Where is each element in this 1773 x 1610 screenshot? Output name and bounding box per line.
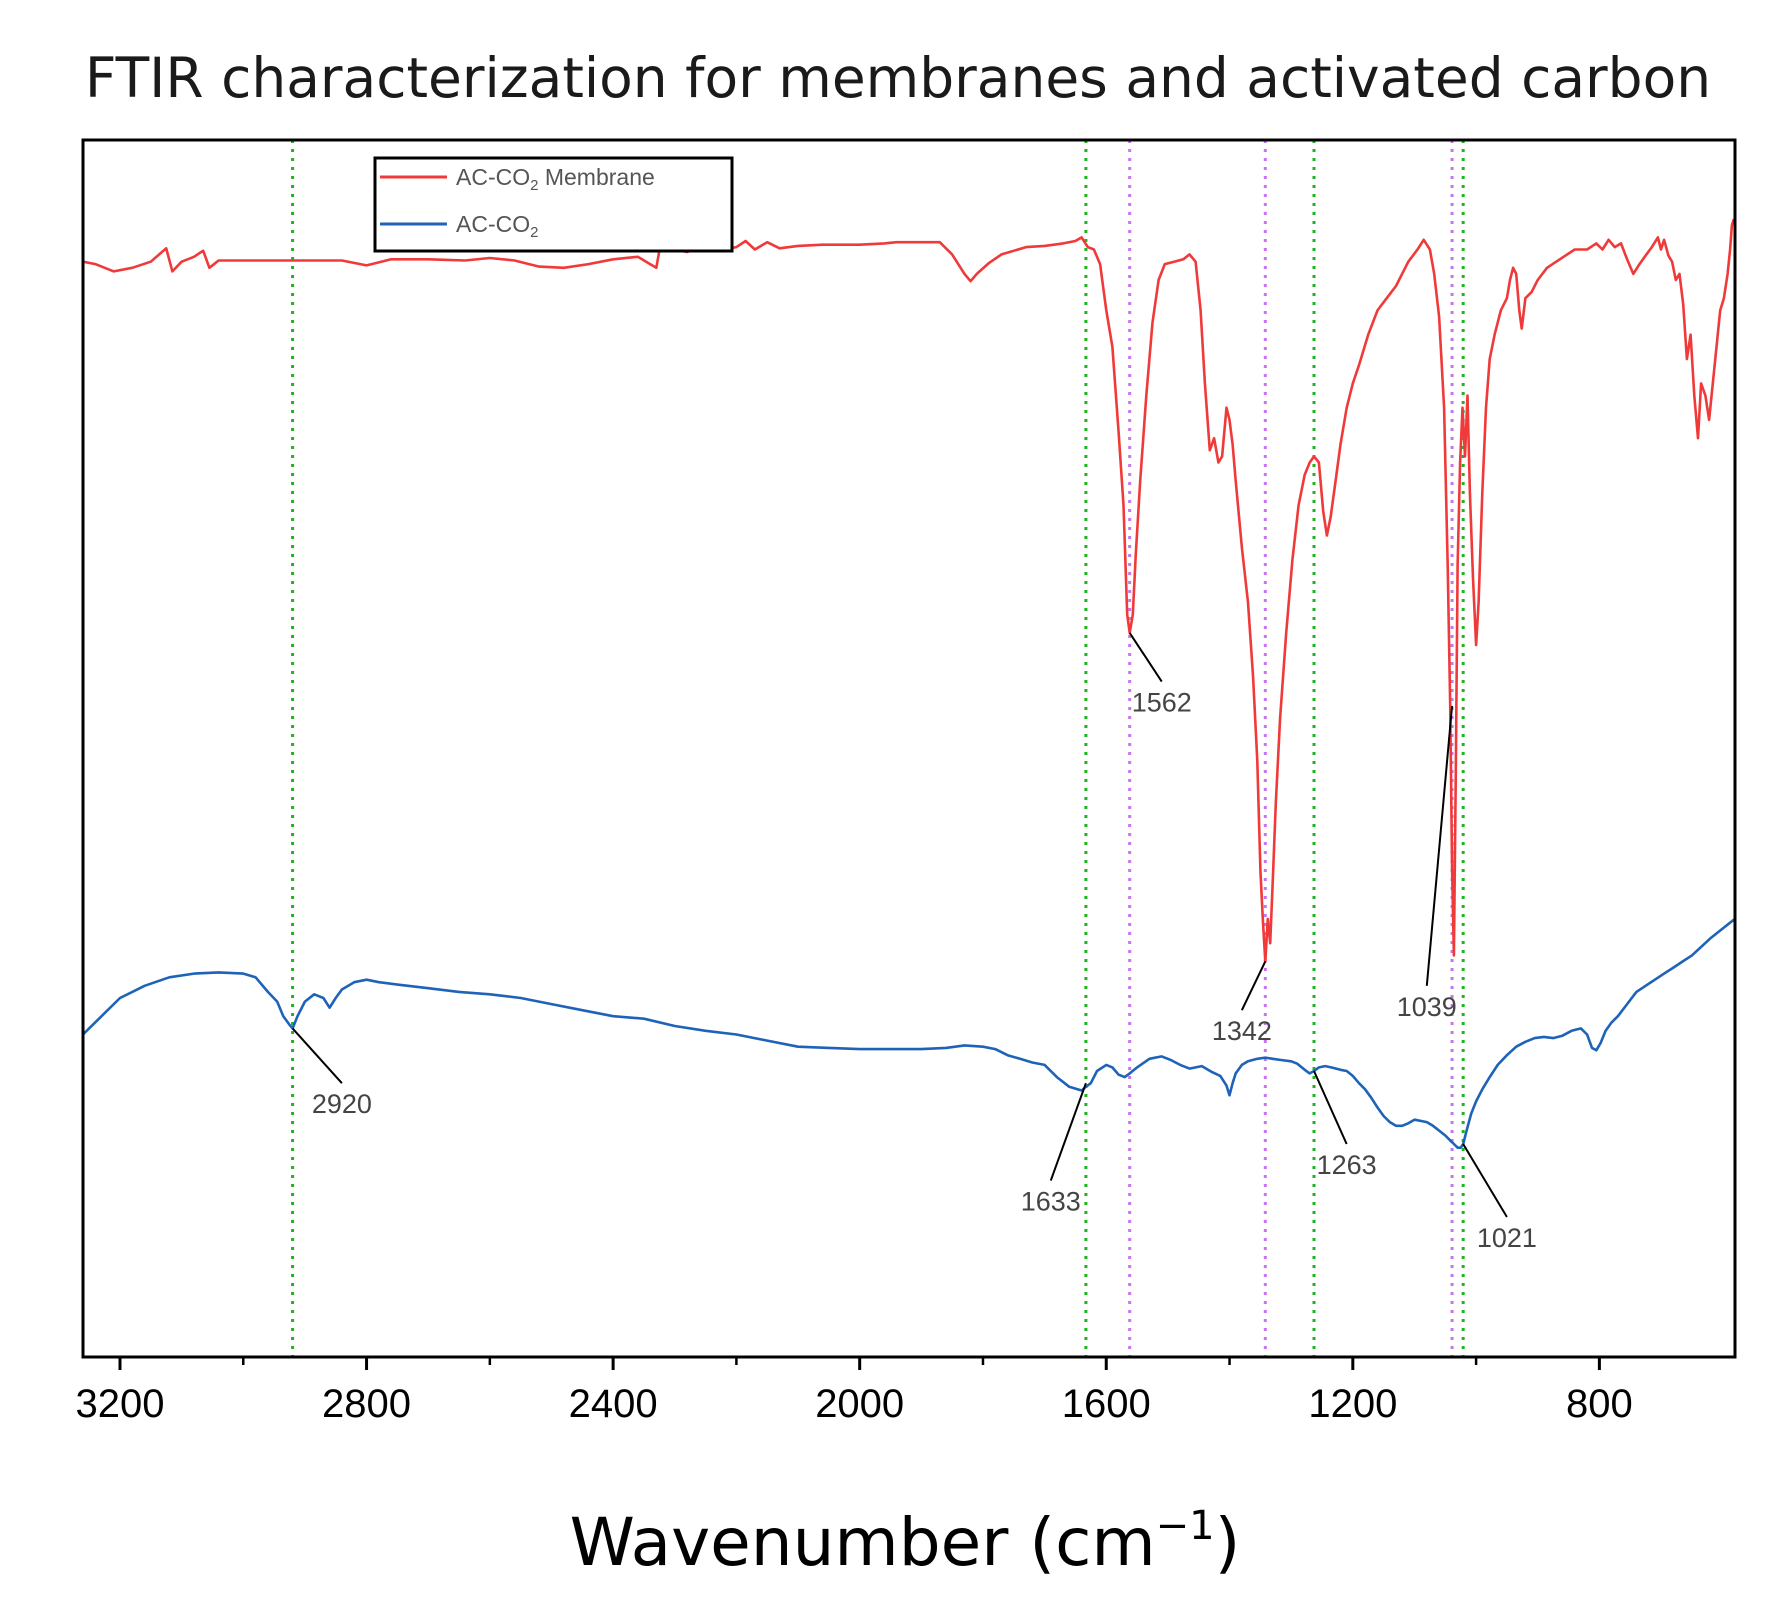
peak-label-1633: 1633 [1021, 1187, 1081, 1217]
x-tick-label-2800: 2800 [322, 1382, 411, 1426]
legend-label-ac: AC-CO2 [456, 211, 538, 241]
peak-label-1263: 1263 [1317, 1150, 1377, 1180]
peak-annotations: 2920 1633 1562 1342 1263 1039 1021 [291, 632, 1537, 1253]
x-tick-label-2000: 2000 [815, 1382, 904, 1426]
series-ac-co2 [83, 917, 1735, 1149]
x-tick-label-1600: 1600 [1062, 1382, 1151, 1426]
annotation-leader-2920 [291, 1027, 343, 1084]
x-tick-label-3200: 3200 [75, 1382, 164, 1426]
series-ac-co2-membrane [83, 218, 1735, 963]
series-layer [83, 218, 1735, 1149]
peak-label-1021: 1021 [1477, 1223, 1537, 1253]
plot-frame [81, 138, 1737, 1359]
x-axis-label: Wavenumber (cm−1) [570, 1503, 1241, 1581]
peak-label-1562: 1562 [1132, 688, 1192, 718]
legend-box [373, 156, 734, 253]
x-tick-label-1200: 1200 [1308, 1382, 1397, 1426]
x-tick-label-800: 800 [1566, 1382, 1633, 1426]
legend: AC-CO2 Membrane AC-CO2 [373, 156, 734, 253]
legend-label-membrane: AC-CO2 Membrane [456, 164, 655, 194]
annotation-leader-1039 [1425, 705, 1454, 986]
annotation-leader-1633 [1049, 1082, 1087, 1181]
annotation-leader-1263 [1313, 1070, 1348, 1145]
peak-label-2920: 2920 [312, 1089, 372, 1119]
peak-label-1039: 1039 [1397, 992, 1457, 1022]
peak-label-1342: 1342 [1212, 1016, 1272, 1046]
x-tick-label-2400: 2400 [569, 1382, 658, 1426]
x-axis-ticks: 3200 2800 2400 2000 1600 1200 800 [75, 1357, 1633, 1426]
reference-lines [291, 140, 1465, 1357]
chart-title: FTIR characterization for membranes and … [85, 46, 1711, 110]
annotation-leader-1342 [1240, 961, 1267, 1011]
annotation-leader-1021 [1462, 1143, 1508, 1218]
annotation-leader-1562 [1128, 632, 1163, 683]
